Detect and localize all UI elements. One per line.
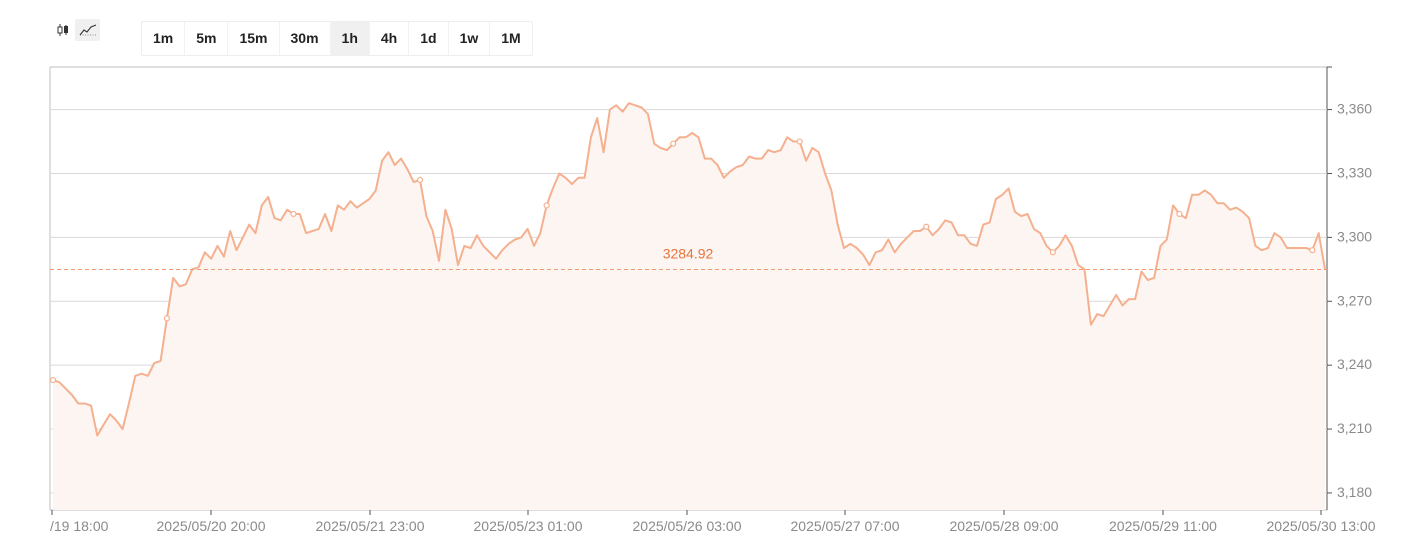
candlestick-icon[interactable]	[50, 19, 75, 41]
interval-tab-1M[interactable]: 1M	[501, 30, 521, 46]
x-tick-label: 2025/05/27 07:00	[791, 518, 900, 534]
y-tick-label: 3,240	[1337, 356, 1372, 372]
x-tick-label: 2025/05/20 20:00	[157, 518, 266, 534]
x-tick-label: 2025/05/28 09:00	[950, 518, 1059, 534]
y-tick-label: 3,330	[1337, 164, 1372, 180]
y-tick-label: 3,300	[1337, 228, 1372, 244]
x-tick-label: 2025/05/30 13:00	[1267, 518, 1376, 534]
line-chart-icon[interactable]	[75, 19, 100, 41]
current-price-label: 3284.92	[663, 246, 714, 262]
y-tick-label: 3,180	[1337, 484, 1372, 500]
x-tick-label: 2025/05/26 03:00	[633, 518, 742, 534]
y-tick-label: 3,360	[1337, 101, 1372, 117]
data-point-marker	[923, 223, 930, 230]
data-point-marker	[290, 210, 297, 218]
series-line	[52, 102, 1326, 437]
data-point-marker	[1309, 247, 1316, 254]
y-tick-label: 3,210	[1337, 420, 1372, 436]
interval-tab-1h[interactable]: 1h	[330, 22, 370, 55]
data-point-marker	[163, 315, 171, 322]
interval-tab-1m[interactable]: 1m	[142, 22, 186, 55]
x-tick-label: 2025/05/21 23:00	[316, 518, 425, 534]
interval-tab-15m[interactable]: 15m	[228, 22, 280, 55]
interval-tab-4h[interactable]: 4h	[370, 22, 410, 55]
data-point-marker	[670, 140, 677, 147]
x-tick-label: /19 18:00	[50, 518, 109, 534]
data-point-marker	[543, 202, 550, 209]
x-tick-label: 2025/05/29 11:00	[1109, 518, 1217, 534]
y-tick-label: 3,270	[1337, 292, 1372, 308]
series-area	[53, 103, 1325, 510]
interval-tab-1d[interactable]: 1d	[409, 22, 449, 55]
interval-tab-5m[interactable]: 5m	[185, 22, 229, 55]
data-point-marker	[49, 376, 57, 384]
interval-tabs: 1m 5m 15m 30m 1h 4h 1d 1w 1M	[141, 21, 533, 56]
data-point-marker	[416, 176, 424, 183]
x-tick-label: 2025/05/23 01:00	[474, 518, 583, 534]
data-point-marker	[1176, 210, 1183, 218]
chart-type-toggle	[50, 19, 104, 41]
data-point-marker	[1049, 249, 1056, 256]
interval-tab-30m[interactable]: 30m	[280, 22, 331, 55]
data-point-marker	[796, 138, 803, 145]
interval-tab-1w[interactable]: 1w	[449, 22, 491, 55]
